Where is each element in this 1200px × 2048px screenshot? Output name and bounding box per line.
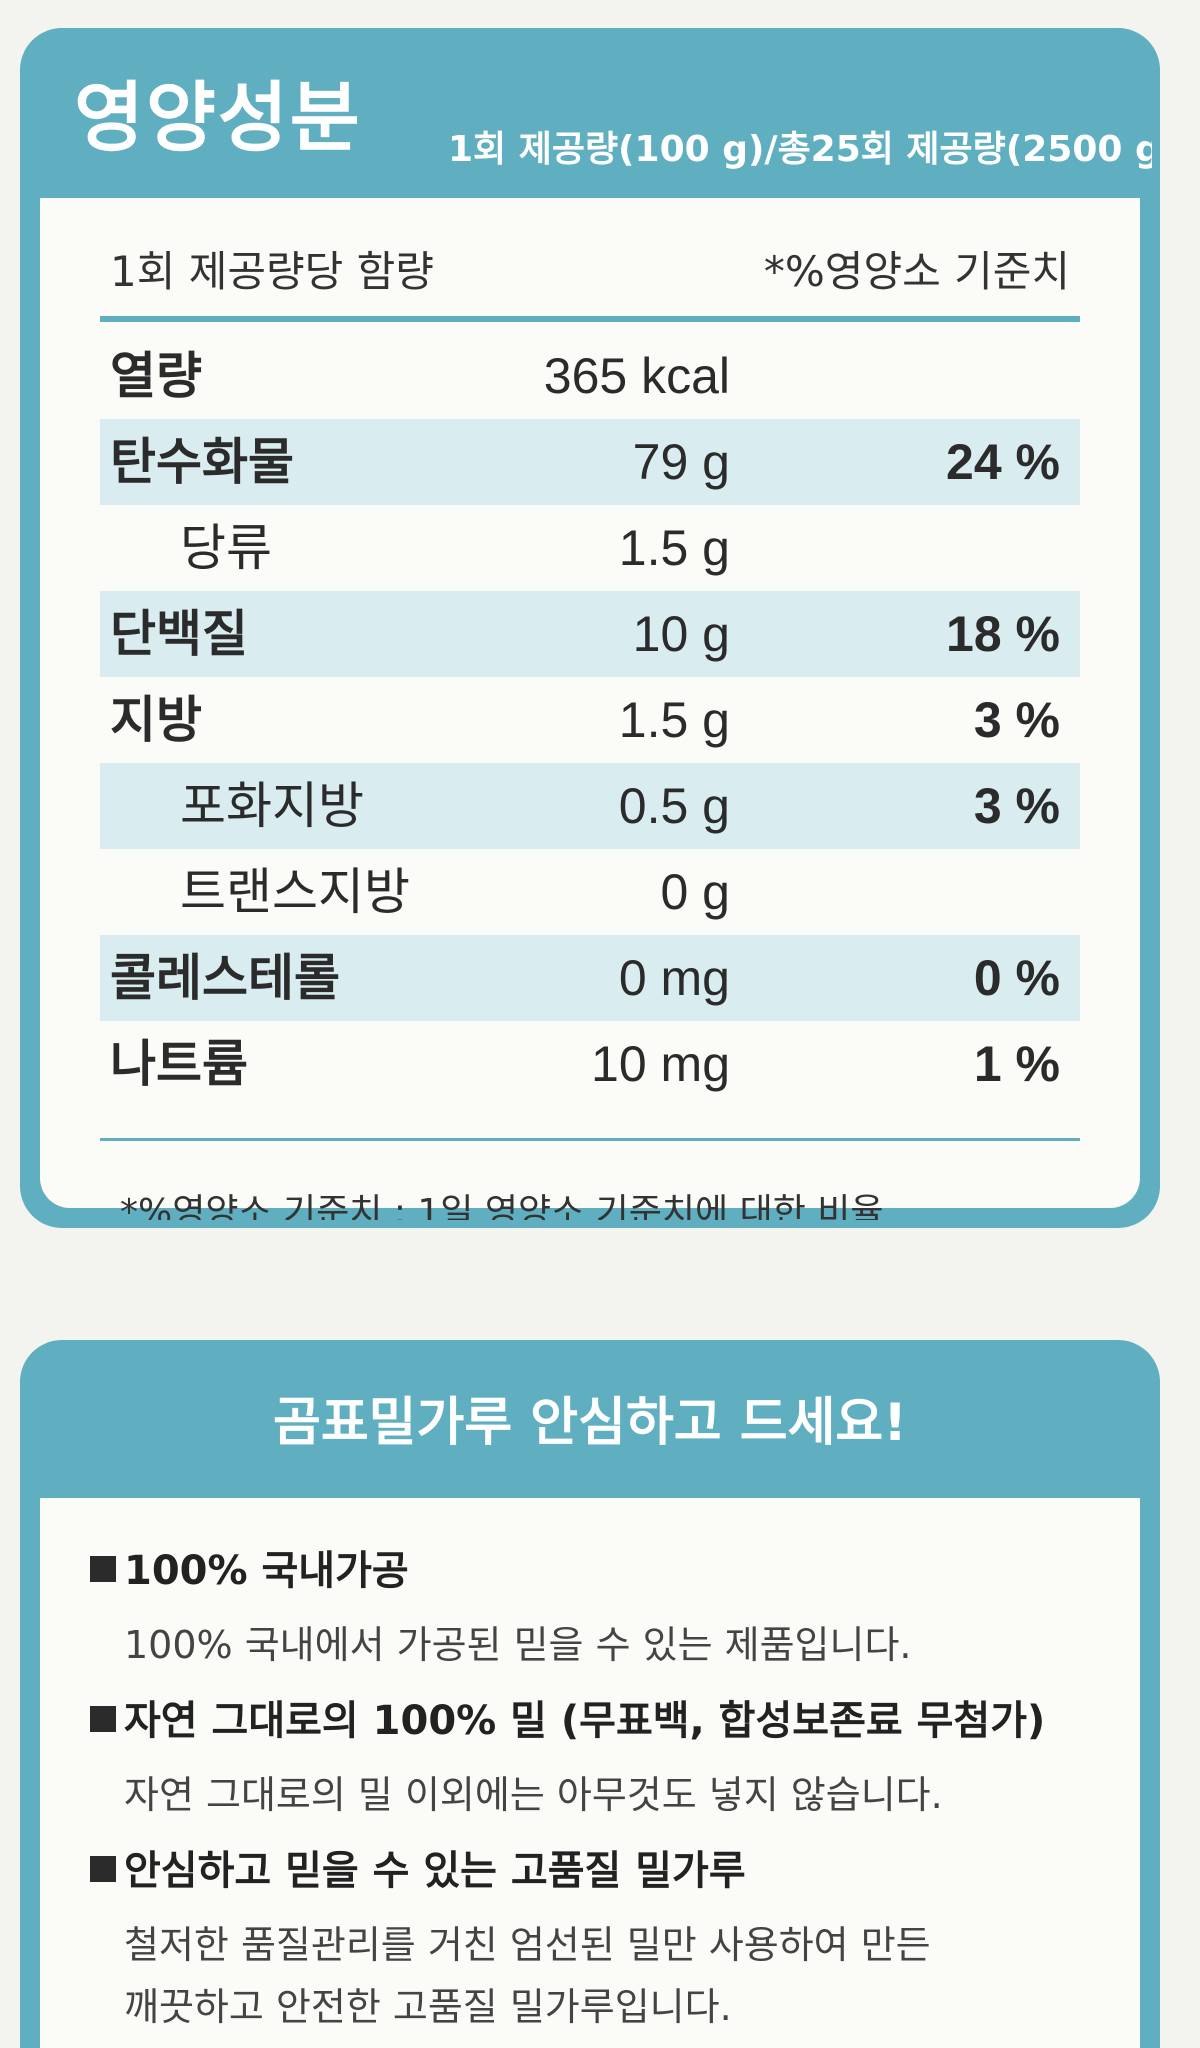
nutrient-dv: 3 % (973, 692, 1060, 748)
nutrition-rows: 열량 365 kcal 탄수화물 79 g 24 % 당류 1.5 g 단백질 … (100, 333, 1080, 1107)
nutrient-name: 탄수화물 (110, 433, 294, 491)
nutrient-amount: 79 g (632, 434, 730, 490)
nutrient-name: 열량 (110, 347, 202, 405)
daily-value-label: *%영양소 기준치 (763, 247, 1070, 296)
nutrient-row-protein: 단백질 10 g 18 % (100, 591, 1080, 677)
nutrition-header: 영양성분 1회 제공량(100 g)/총25회 제공량(2500 g) (28, 36, 1152, 198)
nutrient-row-calories: 열량 365 kcal (100, 333, 1080, 419)
per-serving-label: 1회 제공량당 함량 (110, 247, 434, 296)
nutrient-name: 콜레스테롤 (110, 949, 340, 1007)
nutrient-amount: 1.5 g (618, 692, 730, 748)
assurance-item-description: 100% 국내에서 가공된 믿을 수 있는 제품입니다. (124, 1623, 912, 1667)
nutrition-subheader: 1회 제공량당 함량 *%영양소 기준치 (110, 238, 1070, 299)
nutrient-dv: 0 % (973, 950, 1060, 1006)
nutrient-row-sodium: 나트륨 10 mg 1 % (100, 1021, 1080, 1107)
nutrient-amount: 10 mg (591, 1036, 730, 1092)
nutrient-row-cholesterol: 콜레스테롤 0 mg 0 % (100, 935, 1080, 1021)
nutrient-amount: 10 g (632, 606, 730, 662)
nutrient-dv: 24 % (946, 434, 1060, 490)
assurance-panel: 곰표밀가루 안심하고 드세요! 100% 국내가공 100% 국내에서 가공된 … (20, 1340, 1160, 2048)
nutrient-row-sugars: 당류 1.5 g (100, 505, 1080, 591)
assurance-item-heading: 100% 국내가공 (124, 1548, 409, 1594)
nutrient-name: 당류 (180, 519, 272, 577)
assurance-item-description: 자연 그대로의 밀 이외에는 아무것도 넣지 않습니다. (124, 1773, 943, 1817)
description-line: 깨끗하고 안전한 고품질 밀가루입니다. (124, 1985, 732, 2029)
nutrient-name: 포화지방 (180, 777, 364, 835)
square-bullet-icon (90, 1856, 116, 1882)
nutrient-row-trans-fat: 트랜스지방 0 g (100, 849, 1080, 935)
assurance-item: 안심하고 믿을 수 있는 고품질 밀가루 철저한 품질관리를 거친 엄선된 밀만… (90, 1838, 1100, 2038)
assurance-item-heading: 자연 그대로의 100% 밀 (무표백, 합성보존료 무첨가) (124, 1698, 1046, 1744)
nutrient-amount: 0.5 g (618, 778, 730, 834)
divider (100, 316, 1080, 322)
divider (100, 1138, 1080, 1141)
description-line: 철저한 품질관리를 거친 엄선된 밀만 사용하여 만든 (124, 1923, 931, 1967)
nutrition-footnote: *%영양소 기준치 : 1일 영양소 기준치에 대한 비율 (120, 1192, 884, 1228)
square-bullet-icon (90, 1556, 116, 1582)
nutrient-dv: 18 % (946, 606, 1060, 662)
nutrition-title: 영양성분 (74, 73, 362, 162)
assurance-title: 곰표밀가루 안심하고 드세요! (272, 1393, 907, 1453)
nutrient-amount: 0 g (660, 864, 730, 920)
assurance-item: 100% 국내가공 100% 국내에서 가공된 믿을 수 있는 제품입니다. (90, 1538, 1100, 1676)
nutrient-dv: 3 % (973, 778, 1060, 834)
nutrient-name: 트랜스지방 (180, 863, 410, 921)
assurance-item: 자연 그대로의 100% 밀 (무표백, 합성보존료 무첨가) 자연 그대로의 … (90, 1688, 1100, 1826)
nutrient-dv: 1 % (973, 1036, 1060, 1092)
nutrient-name: 나트륨 (110, 1035, 248, 1093)
nutrition-facts-panel: 영양성분 1회 제공량(100 g)/총25회 제공량(2500 g) 1회 제… (20, 28, 1160, 1228)
nutrient-row-fat: 지방 1.5 g 3 % (100, 677, 1080, 763)
assurance-item-heading: 안심하고 믿을 수 있는 고품질 밀가루 (124, 1848, 746, 1894)
assurance-body: 100% 국내가공 100% 국내에서 가공된 믿을 수 있는 제품입니다. 자… (40, 1498, 1140, 2048)
square-bullet-icon (90, 1706, 116, 1732)
nutrient-row-carbohydrate: 탄수화물 79 g 24 % (100, 419, 1080, 505)
nutrient-name: 지방 (110, 691, 202, 749)
nutrition-body: 1회 제공량당 함량 *%영양소 기준치 열량 365 kcal 탄수화물 79… (40, 198, 1140, 1220)
nutrient-amount: 365 kcal (543, 348, 730, 404)
serving-info: 1회 제공량(100 g)/총25회 제공량(2500 g) (448, 129, 1160, 170)
nutrient-row-saturated-fat: 포화지방 0.5 g 3 % (100, 763, 1080, 849)
nutrient-name: 단백질 (110, 605, 248, 663)
assurance-item-description: 철저한 품질관리를 거친 엄선된 밀만 사용하여 만든 깨끗하고 안전한 고품질… (124, 1914, 1100, 2038)
nutrient-amount: 0 mg (618, 950, 730, 1006)
nutrient-amount: 1.5 g (618, 520, 730, 576)
